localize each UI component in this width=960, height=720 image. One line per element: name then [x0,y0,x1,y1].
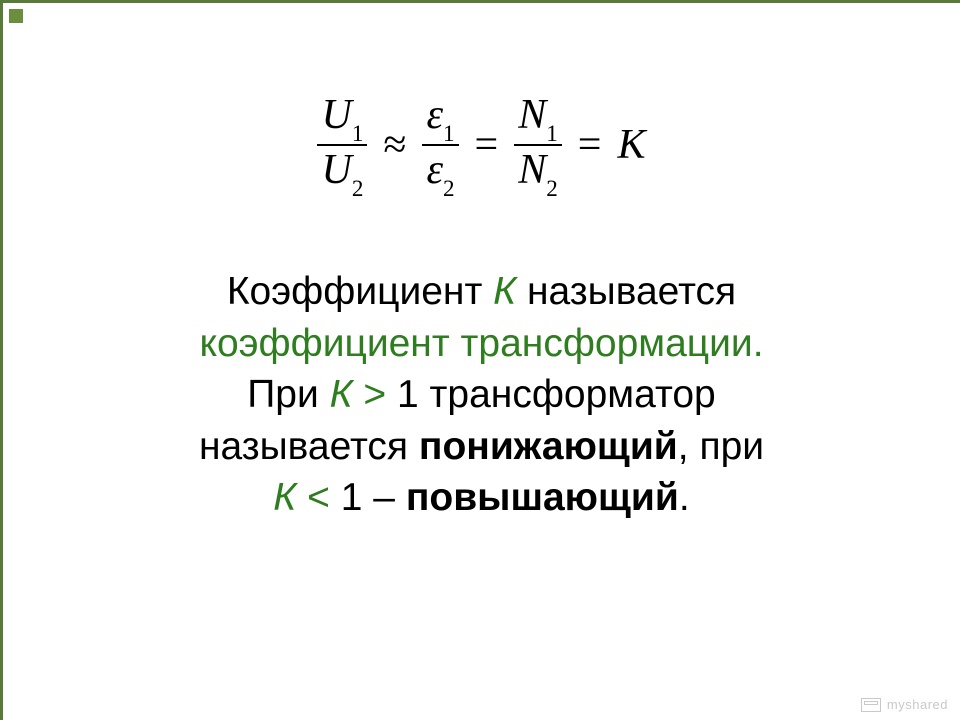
t5-lt: < [296,476,340,519]
frac3-den-var: N [518,147,546,193]
frac1-den-var: U [321,147,351,193]
t2: коэффициент трансформации. [199,322,763,365]
t3b: трансформатор [419,373,716,416]
t5-one: 1 [341,476,363,519]
frac1-den-sub: 2 [352,175,364,201]
t4-bold: понижающий [419,425,678,468]
t5-bold: повышающий [406,476,679,519]
t1-k: К [493,270,516,313]
fraction-eps1-eps2: ε1 ε2 [422,93,458,196]
t1a: Коэффициент [227,270,493,313]
t4b: , при [678,425,764,468]
frac2-num-var: ε [426,92,443,138]
t1b: называется [516,270,736,313]
t5-k: К [273,476,296,519]
frac3-den-sub: 2 [546,175,558,201]
corner-decoration [9,9,23,23]
t4a: называется [199,425,419,468]
fraction-u1-u2: U1 U2 [317,93,367,196]
frac2-num-sub: 1 [443,120,455,146]
watermark-icon [861,698,881,712]
frac1-num-var: U [321,92,351,138]
op-eq-2: = [576,121,604,169]
t3-one: 1 [397,373,419,416]
t5-dot: . [679,476,690,519]
t3-k: К [330,373,353,416]
fraction-n1-n2: N1 N2 [514,93,562,196]
frac3-num-sub: 1 [546,120,558,146]
op-approx: ≈ [381,121,408,169]
definition-text: Коэффициент К называется коэффициент тра… [199,266,764,523]
rhs-k: K [617,121,645,169]
watermark-text: myshared [887,697,948,712]
op-eq-1: = [473,121,501,169]
frac1-num-sub: 1 [352,120,364,146]
slide-content: U1 U2 ≈ ε1 ε2 = N1 N2 = K Коэффициент К … [3,3,960,720]
t3a: При [247,373,329,416]
frac2-den-var: ε [426,147,443,193]
frac3-num-var: N [518,92,546,138]
t5-dash: – [362,476,405,519]
formula-equation: U1 U2 ≈ ε1 ε2 = N1 N2 = K [317,93,645,196]
t3-gt: > [353,373,397,416]
frac2-den-sub: 2 [443,175,455,201]
watermark: myshared [861,697,948,712]
